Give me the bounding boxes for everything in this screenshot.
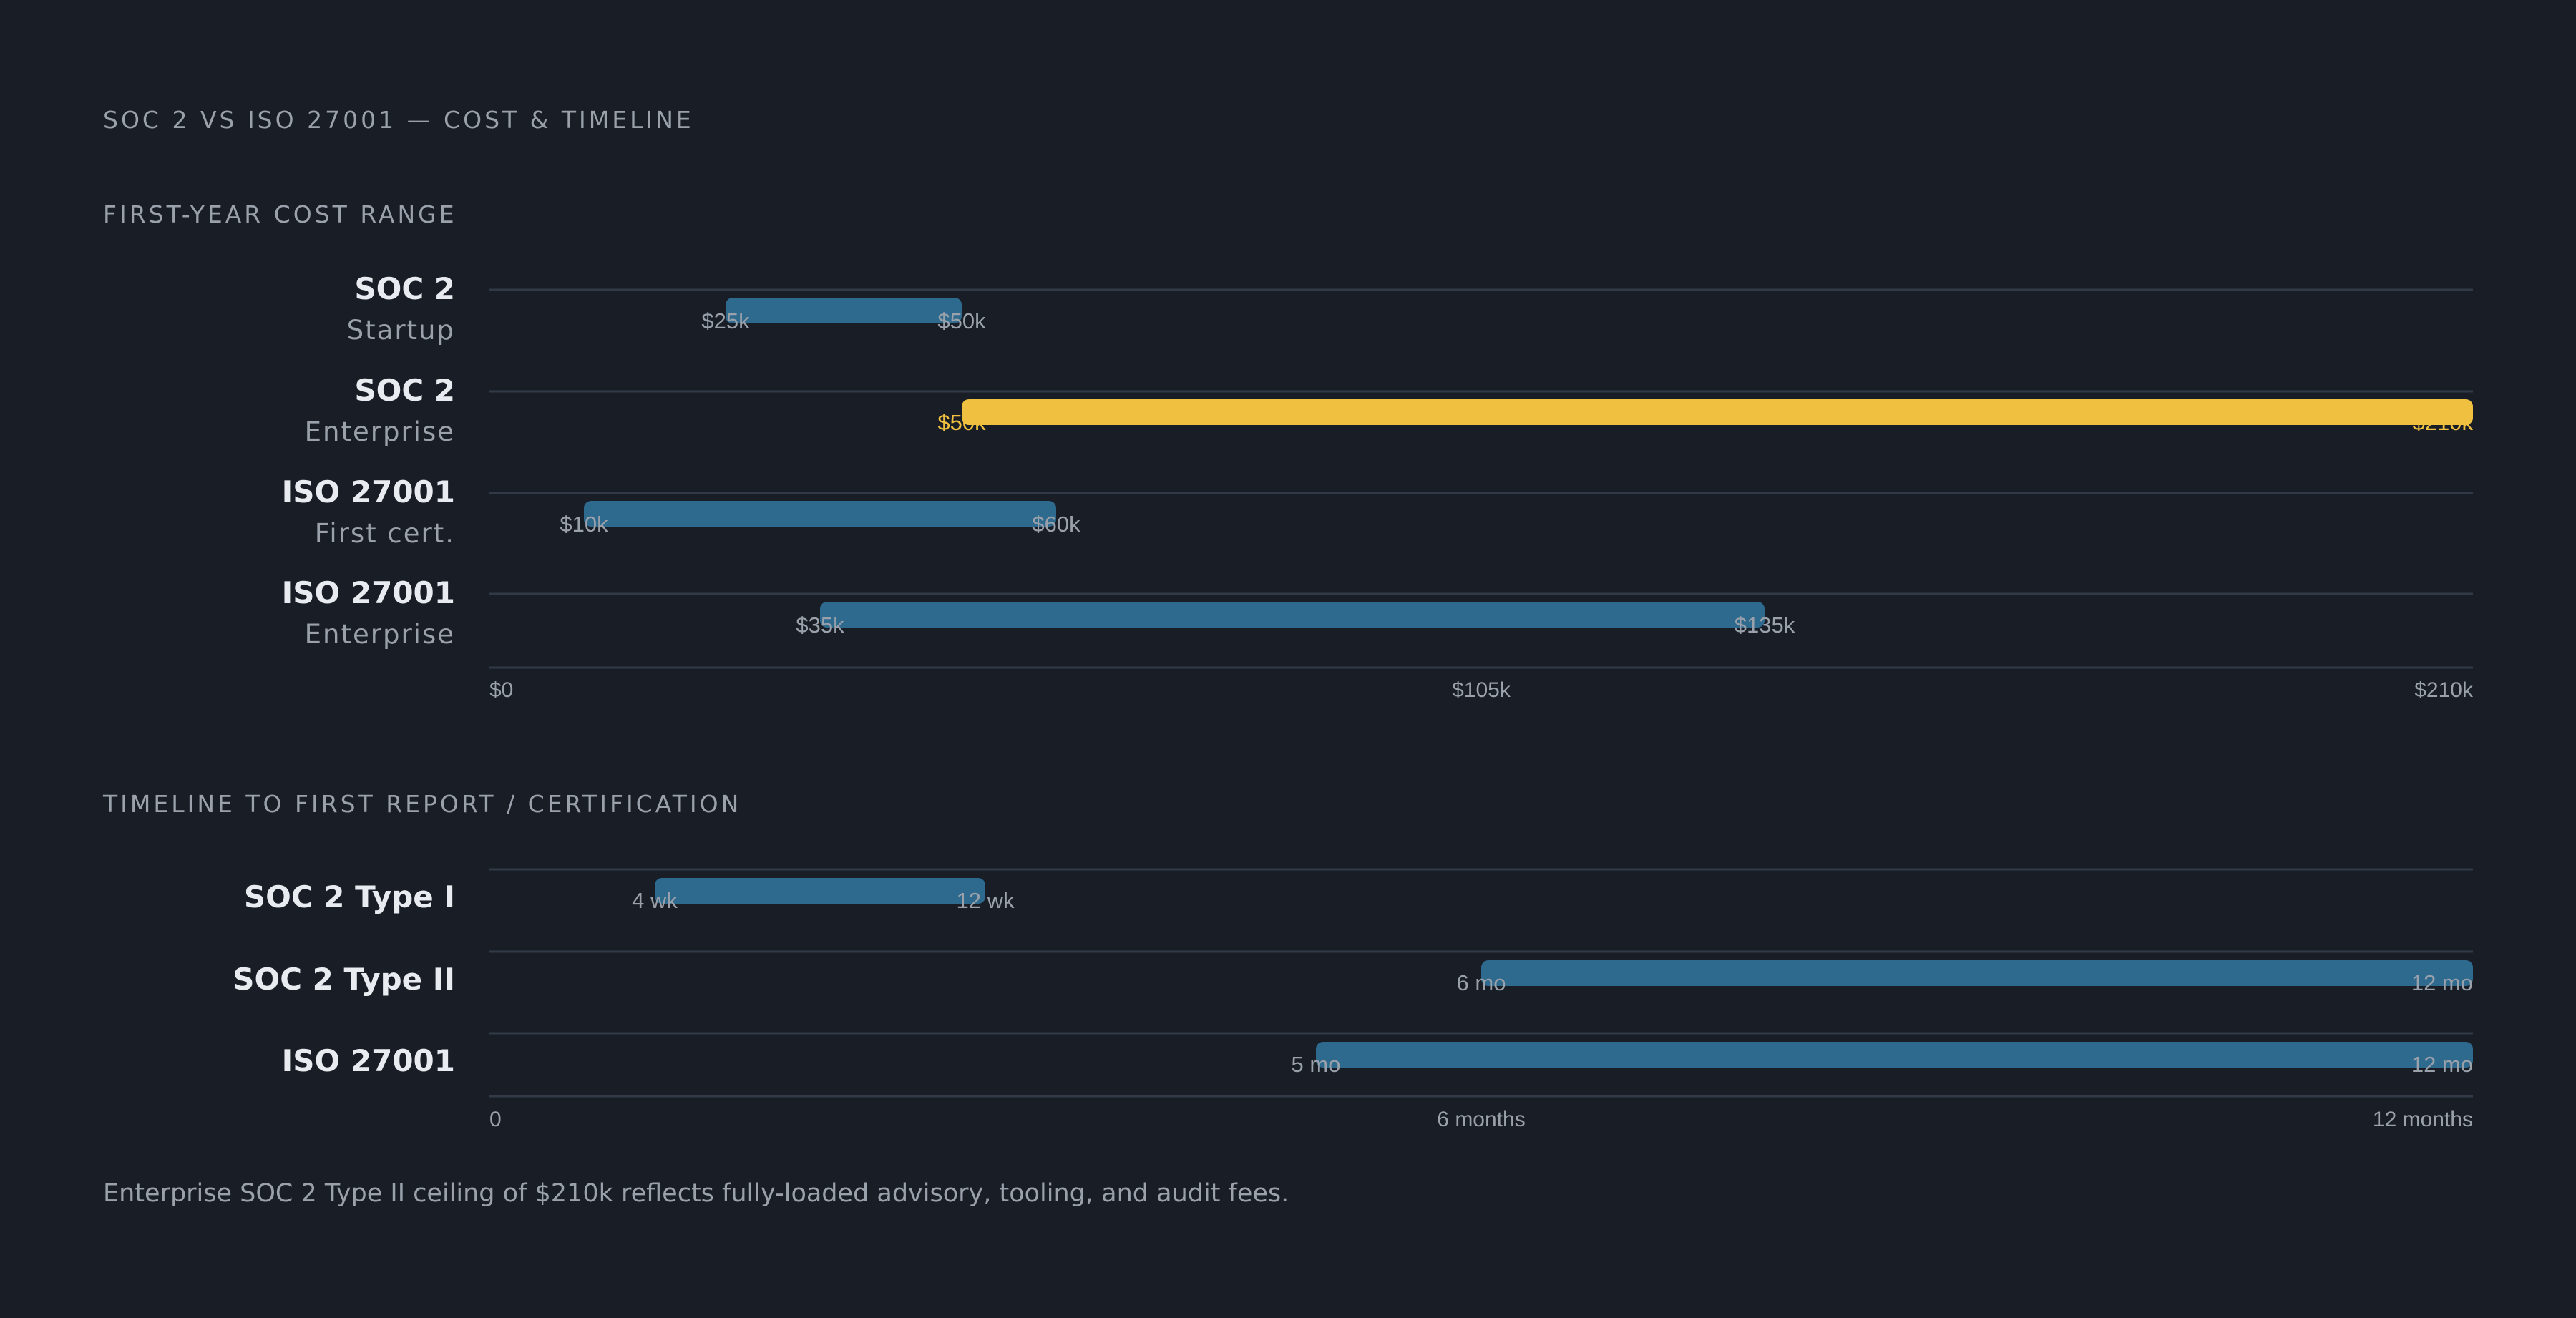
timeline-section-title: TIMELINE TO FIRST REPORT / CERTIFICATION	[103, 790, 742, 818]
range-end-label: $210k	[2413, 410, 2474, 435]
cost-section-title: FIRST-YEAR COST RANGE	[103, 200, 457, 228]
range-start-label: 5 mo	[1292, 1052, 1341, 1077]
row-label: ISO 27001	[282, 474, 455, 509]
chart-title: SOC 2 VS ISO 27001 — COST & TIMELINE	[103, 106, 694, 134]
range-bar	[655, 878, 985, 904]
range-bar	[820, 602, 1765, 628]
range-start-label: $25k	[701, 308, 750, 333]
range-end-label: $50k	[937, 308, 986, 333]
range-start-label: $50k	[937, 410, 986, 435]
x-tick-label: 6 months	[1437, 1108, 1525, 1131]
range-start-label: $10k	[560, 512, 608, 537]
x-tick-label: 0	[489, 1108, 502, 1131]
row-label: SOC 2 Type II	[233, 962, 455, 997]
row-label: SOC 2	[354, 271, 455, 306]
range-end-label: $135k	[1735, 612, 1795, 638]
row-label: SOC 2 Type I	[244, 879, 455, 914]
range-end-label: 12 mo	[2411, 970, 2473, 995]
x-tick-label: 12 months	[2373, 1108, 2473, 1131]
range-end-label: $60k	[1032, 512, 1080, 537]
range-bar	[1481, 960, 2473, 986]
range-start-label: 4 wk	[632, 888, 678, 913]
range-bar	[1316, 1042, 2473, 1068]
row-sublabel: Startup	[347, 315, 455, 346]
range-end-label: 12 mo	[2411, 1052, 2473, 1077]
range-bar	[726, 298, 962, 323]
range-start-label: 6 mo	[1457, 970, 1506, 995]
range-start-label: $35k	[796, 612, 844, 638]
x-tick-label: $105k	[1452, 678, 1511, 702]
footnote: Enterprise SOC 2 Type II ceiling of $210…	[103, 1179, 1289, 1208]
range-end-label: 12 wk	[957, 888, 1015, 913]
row-sublabel: Enterprise	[305, 619, 455, 650]
row-label: ISO 27001	[282, 1043, 455, 1078]
row-sublabel: First cert.	[315, 518, 455, 549]
x-tick-label: $0	[489, 678, 513, 702]
range-bar	[584, 501, 1056, 527]
range-bar-highlight	[962, 399, 2473, 425]
row-label: SOC 2	[354, 373, 455, 408]
x-tick-label: $210k	[2414, 678, 2474, 702]
row-sublabel: Enterprise	[305, 416, 455, 447]
row-label: ISO 27001	[282, 575, 455, 610]
